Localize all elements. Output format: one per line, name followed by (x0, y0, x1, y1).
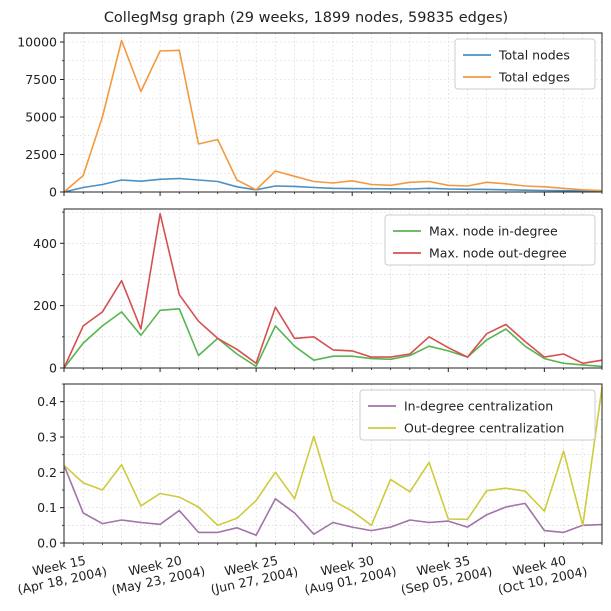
y-tick-label: 2500 (25, 147, 57, 162)
chart-panel-2: 0 200 400 Max. node in-degree Max. node out-… (33, 208, 603, 376)
y-tick-label: 5000 (25, 110, 57, 125)
x-tick-label: Week 15(Apr 18, 2004) (13, 549, 108, 597)
y-tick-label: 0.1 (37, 500, 57, 515)
series-line-2 (63, 212, 603, 369)
legend: Total nodes Total edges (454, 38, 596, 90)
y-tick-label: 200 (33, 298, 57, 313)
y-tick-label: 0 (49, 361, 57, 376)
legend-label: Max. node out-degree (429, 246, 567, 261)
series-line-1 (63, 307, 603, 369)
x-tick-label: Week 25(Jun 27, 2004) (206, 549, 299, 597)
y-tick-label: 0.2 (37, 465, 57, 480)
legend-label: Total edges (498, 70, 570, 85)
y-tick-label: 0.0 (37, 536, 57, 551)
x-tick-label: Week 20(May 23, 2004) (107, 548, 206, 597)
legend-box (359, 389, 596, 441)
chart-title: CollegMsg graph (29 weeks, 1899 nodes, 5… (104, 10, 508, 26)
y-tick-label: 7500 (25, 72, 57, 87)
y-tick-label: 0.4 (37, 394, 57, 409)
legend: Max. node in-degree Max. node out-degree (384, 214, 596, 266)
legend-label: Max. node in-degree (429, 224, 558, 239)
legend-label: In-degree centralization (404, 399, 553, 414)
y-tick-label: 10000 (17, 35, 57, 50)
chart-panel-1: 0 2500 5000 7500 10000 Total nodes Total edges (17, 32, 603, 200)
legend-label: Total nodes (498, 48, 570, 63)
x-tick-label: Week 35(Sep 05, 2004) (396, 549, 493, 598)
legend-box (384, 214, 596, 266)
legend-label: Out-degree centralization (404, 421, 564, 436)
y-tick-label: 400 (33, 236, 57, 251)
x-tick-label: Week 40(Oct 10, 2004) (493, 549, 588, 597)
y-tick-label: 0.3 (37, 430, 57, 445)
legend: In-degree centralization Out-degree centr… (359, 389, 596, 441)
series-line-1 (63, 177, 603, 193)
chart-panel-3: 0.0 0.1 0.2 0.3 0.4 In-degree centralization O… (13, 383, 603, 598)
x-tick-label: Week 30(Aug 01, 2004) (300, 549, 398, 598)
y-tick-label: 0 (49, 185, 57, 200)
